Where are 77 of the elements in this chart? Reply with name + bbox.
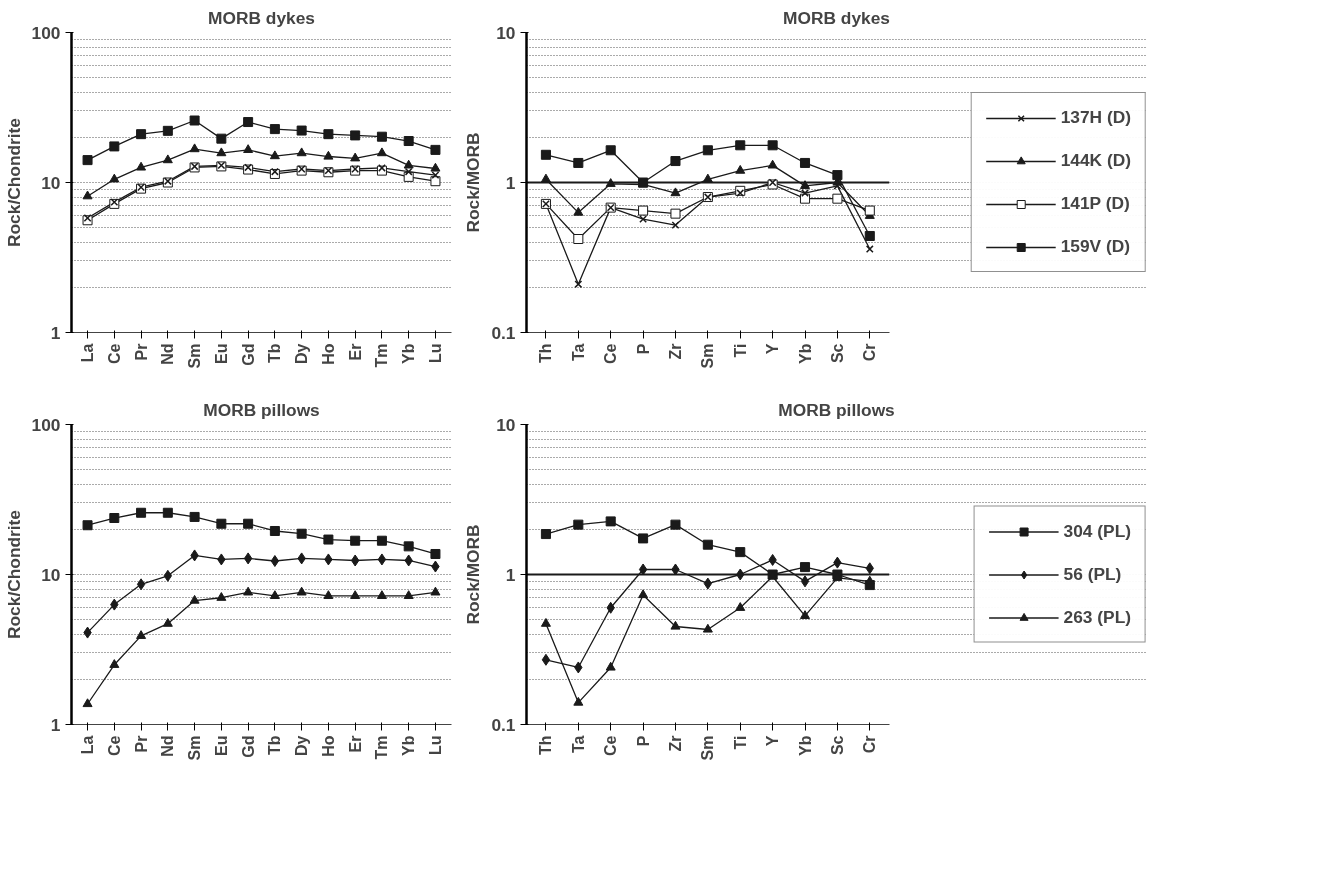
x-tick-label: Yb	[400, 735, 418, 756]
x-tick-label: P	[634, 343, 652, 355]
y-tick-label: 10	[496, 22, 516, 43]
y-tick-label: 100	[31, 414, 61, 435]
x-tick-label: Th	[537, 343, 555, 364]
x-tick-label: Sm	[186, 343, 204, 369]
x-tick-label: Eu	[212, 735, 230, 756]
y-axis-title: Rock/MORB	[463, 524, 484, 625]
x-tick-label: Ce	[602, 735, 620, 756]
x-tick-label: Ce	[105, 735, 123, 756]
chart-title: MORB dykes	[208, 7, 315, 28]
x-tick-label: Gd	[239, 735, 257, 758]
x-tick-label: Th	[537, 735, 555, 756]
chart-title: MORB dykes	[783, 7, 890, 28]
x-tick-label: La	[79, 735, 97, 755]
x-tick-label: Pr	[132, 735, 150, 753]
x-tick-label: Lu	[426, 735, 444, 756]
x-tick-label: La	[79, 343, 97, 363]
legend-label: 144K (D)	[1060, 150, 1131, 171]
legend-label: 263 (PL)	[1063, 606, 1131, 628]
y-tick-label: 0.1	[491, 322, 516, 343]
x-tick-label: Tm	[373, 343, 391, 368]
x-tick-label: Yb	[796, 735, 814, 756]
y-tick-label: 0.1	[491, 714, 516, 735]
x-tick-label: Yb	[400, 343, 418, 364]
x-tick-label: Dy	[293, 343, 311, 364]
x-tick-label: Tb	[266, 735, 284, 756]
x-tick-label: Dy	[293, 735, 311, 756]
y-tick-label: 1	[50, 322, 61, 343]
x-tick-label: Gd	[239, 343, 257, 366]
x-tick-label: Pr	[132, 343, 150, 361]
x-tick-label: Sm	[699, 735, 717, 761]
x-tick-label: Lu	[426, 343, 444, 364]
x-tick-label: Y	[764, 735, 782, 747]
x-tick-label: Ta	[569, 343, 587, 361]
x-tick-label: Ti	[731, 735, 749, 750]
y-tick-label: 100	[31, 22, 61, 43]
x-tick-label: Ho	[319, 735, 337, 757]
x-tick-label: Tm	[373, 735, 391, 760]
legend-label: 141P (D)	[1060, 193, 1130, 214]
x-tick-label: Er	[346, 343, 364, 361]
x-tick-label: Eu	[212, 343, 230, 364]
x-tick-label: Nd	[159, 343, 177, 365]
x-tick-label: Ce	[105, 343, 123, 364]
x-tick-label: Er	[346, 735, 364, 753]
legend-label: 304 (PL)	[1063, 520, 1131, 542]
y-tick-label: 1	[50, 714, 61, 735]
x-tick-label: Sc	[828, 343, 846, 364]
y-tick-label: 1	[505, 564, 516, 585]
y-axis-title: Rock/Chondrite	[3, 509, 24, 639]
chart-title: MORB pillows	[203, 399, 320, 420]
x-tick-label: Zr	[666, 343, 684, 360]
legend-label: 137H (D)	[1060, 107, 1131, 128]
x-tick-label: Ti	[731, 343, 749, 358]
y-tick-label: 10	[496, 414, 516, 435]
y-tick-label: 10	[41, 172, 61, 193]
x-tick-label: Sm	[699, 343, 717, 369]
x-tick-label: Zr	[666, 735, 684, 752]
x-tick-label: Sm	[186, 735, 204, 761]
x-tick-label: Cr	[861, 343, 879, 362]
x-tick-label: Sc	[828, 735, 846, 756]
legend-label: 159V (D)	[1060, 236, 1131, 257]
legend-label: 56 (PL)	[1063, 563, 1122, 585]
y-tick-label: 10	[41, 564, 61, 585]
x-tick-label: Yb	[796, 343, 814, 364]
y-axis-title: Rock/MORB	[463, 132, 484, 233]
x-tick-label: Tb	[266, 343, 284, 364]
y-tick-label: 1	[505, 172, 516, 193]
x-tick-label: Ce	[602, 343, 620, 364]
chart-title: MORB pillows	[778, 399, 895, 420]
x-tick-label: Ta	[569, 735, 587, 753]
x-tick-label: Nd	[159, 735, 177, 757]
x-tick-label: P	[634, 735, 652, 747]
x-tick-label: Y	[764, 343, 782, 355]
y-axis-title: Rock/Chondrite	[3, 117, 24, 247]
x-tick-label: Ho	[319, 343, 337, 365]
x-tick-label: Cr	[861, 735, 879, 754]
